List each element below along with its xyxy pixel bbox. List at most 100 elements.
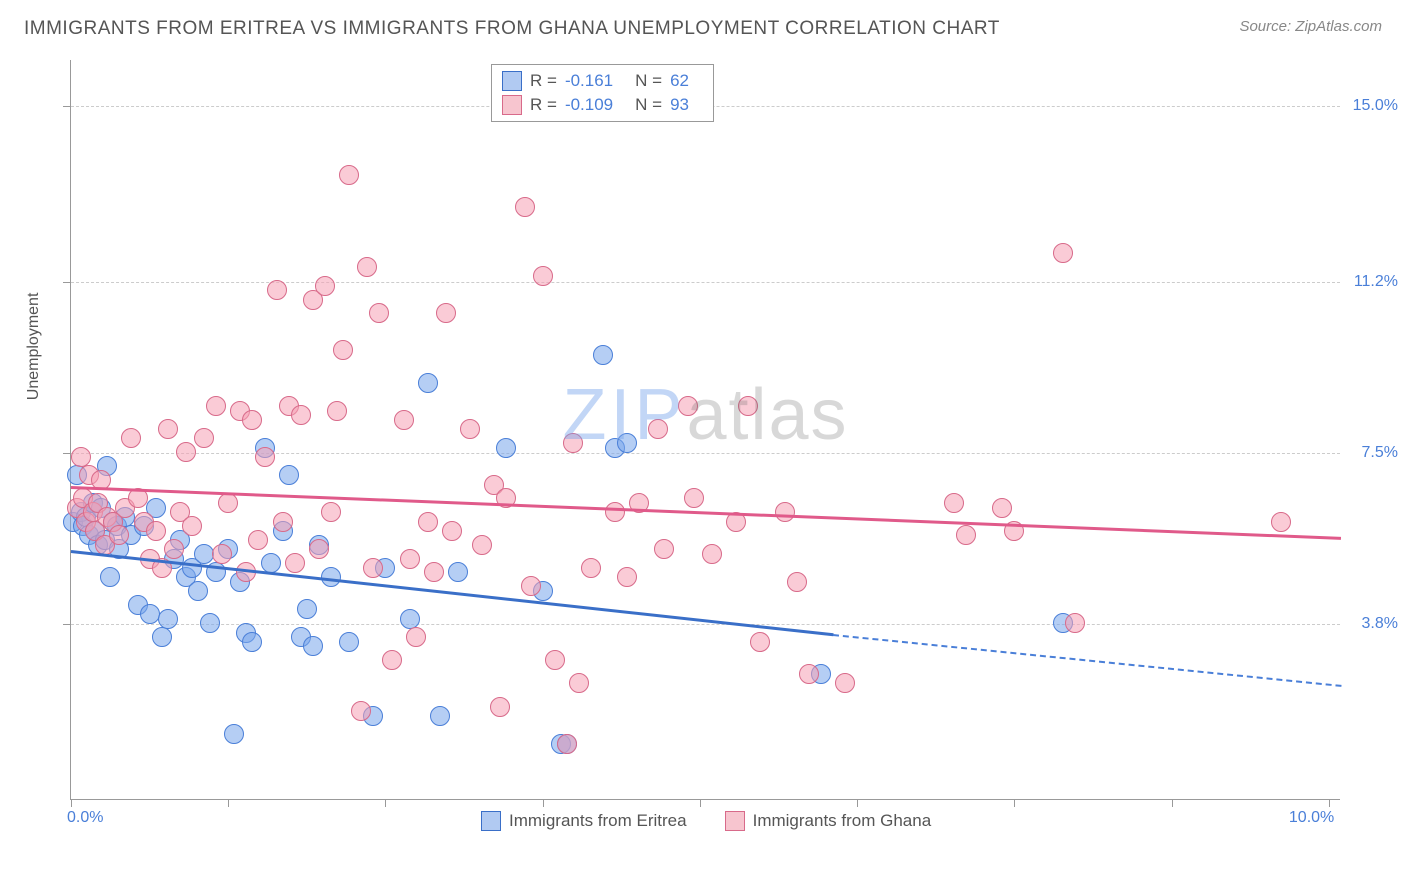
scatter-point — [436, 303, 456, 323]
scatter-point — [515, 197, 535, 217]
scatter-point — [944, 493, 964, 513]
scatter-point — [799, 664, 819, 684]
scatter-point — [327, 401, 347, 421]
scatter-point — [279, 465, 299, 485]
scatter-point — [194, 544, 214, 564]
scatter-point — [176, 442, 196, 462]
source-label: Source: ZipAtlas.com — [1239, 18, 1382, 35]
x-tick-label: 10.0% — [1289, 809, 1334, 827]
scatter-point — [400, 609, 420, 629]
x-tick-label: 0.0% — [67, 809, 103, 827]
scatter-point — [992, 498, 1012, 518]
scatter-point — [303, 636, 323, 656]
scatter-point — [787, 572, 807, 592]
scatter-point — [339, 165, 359, 185]
scatter-point — [267, 280, 287, 300]
scatter-point — [71, 447, 91, 467]
scatter-point — [545, 650, 565, 670]
x-tick — [1329, 799, 1330, 807]
scatter-point — [182, 516, 202, 536]
scatter-point — [242, 632, 262, 652]
gridline — [71, 282, 1340, 283]
scatter-point — [188, 581, 208, 601]
y-tick-label: 11.2% — [1354, 273, 1398, 291]
scatter-point — [418, 512, 438, 532]
scatter-point — [212, 544, 232, 564]
scatter-point — [648, 419, 668, 439]
x-tick — [857, 799, 858, 807]
scatter-point — [206, 396, 226, 416]
scatter-point — [496, 438, 516, 458]
scatter-point — [315, 276, 335, 296]
header: IMMIGRANTS FROM ERITREA VS IMMIGRANTS FR… — [0, 0, 1406, 48]
scatter-point — [702, 544, 722, 564]
scatter-point — [218, 493, 238, 513]
scatter-point — [521, 576, 541, 596]
scatter-point — [394, 410, 414, 430]
legend-row-ghana: R = -0.109 N = 93 — [502, 93, 703, 117]
legend-item-eritrea: Immigrants from Eritrea — [481, 811, 687, 831]
trend-line-blue-dashed — [833, 634, 1341, 687]
y-tick-label: 7.5% — [1362, 444, 1398, 462]
y-tick-label: 15.0% — [1353, 97, 1398, 115]
scatter-point — [146, 521, 166, 541]
y-tick-label: 3.8% — [1362, 615, 1398, 633]
scatter-point — [321, 502, 341, 522]
scatter-point — [490, 697, 510, 717]
n-label: N = — [635, 95, 662, 115]
scatter-point — [194, 428, 214, 448]
scatter-point — [617, 567, 637, 587]
scatter-point — [291, 405, 311, 425]
legend-label-eritrea: Immigrants from Eritrea — [509, 811, 687, 831]
swatch-pink-icon — [725, 811, 745, 831]
chart-title: IMMIGRANTS FROM ERITREA VS IMMIGRANTS FR… — [24, 18, 1000, 40]
scatter-point — [351, 701, 371, 721]
scatter-point — [684, 488, 704, 508]
scatter-point — [750, 632, 770, 652]
scatter-point — [273, 512, 293, 532]
scatter-point — [448, 562, 468, 582]
y-tick — [63, 624, 71, 625]
scatter-point — [738, 396, 758, 416]
scatter-point — [835, 673, 855, 693]
scatter-point — [363, 558, 383, 578]
scatter-point — [297, 599, 317, 619]
scatter-point — [533, 266, 553, 286]
x-tick — [71, 799, 72, 807]
y-tick — [63, 453, 71, 454]
swatch-blue-icon — [481, 811, 501, 831]
plot-area: ZIPatlas R = -0.161 N = 62 R = -0.109 N … — [70, 60, 1340, 800]
scatter-point — [333, 340, 353, 360]
scatter-point — [1065, 613, 1085, 633]
scatter-point — [617, 433, 637, 453]
scatter-point — [654, 539, 674, 559]
scatter-point — [563, 433, 583, 453]
scatter-point — [593, 345, 613, 365]
series-legend: Immigrants from Eritrea Immigrants from … — [481, 811, 931, 831]
y-tick — [63, 106, 71, 107]
scatter-point — [400, 549, 420, 569]
r-label: R = — [530, 71, 557, 91]
scatter-point — [775, 502, 795, 522]
y-tick — [63, 282, 71, 283]
n-value-eritrea: 62 — [670, 71, 689, 91]
scatter-point — [164, 539, 184, 559]
scatter-point — [255, 447, 275, 467]
correlation-legend: R = -0.161 N = 62 R = -0.109 N = 93 — [491, 64, 714, 122]
scatter-point — [357, 257, 377, 277]
scatter-point — [109, 525, 129, 545]
x-tick — [228, 799, 229, 807]
r-label: R = — [530, 95, 557, 115]
legend-item-ghana: Immigrants from Ghana — [725, 811, 932, 831]
x-tick — [543, 799, 544, 807]
scatter-point — [678, 396, 698, 416]
scatter-point — [569, 673, 589, 693]
gridline — [71, 624, 1340, 625]
scatter-point — [557, 734, 577, 754]
x-tick — [385, 799, 386, 807]
y-axis-label: Unemployment — [25, 293, 43, 401]
scatter-point — [581, 558, 601, 578]
scatter-point — [472, 535, 492, 555]
x-tick — [1172, 799, 1173, 807]
x-tick — [1014, 799, 1015, 807]
